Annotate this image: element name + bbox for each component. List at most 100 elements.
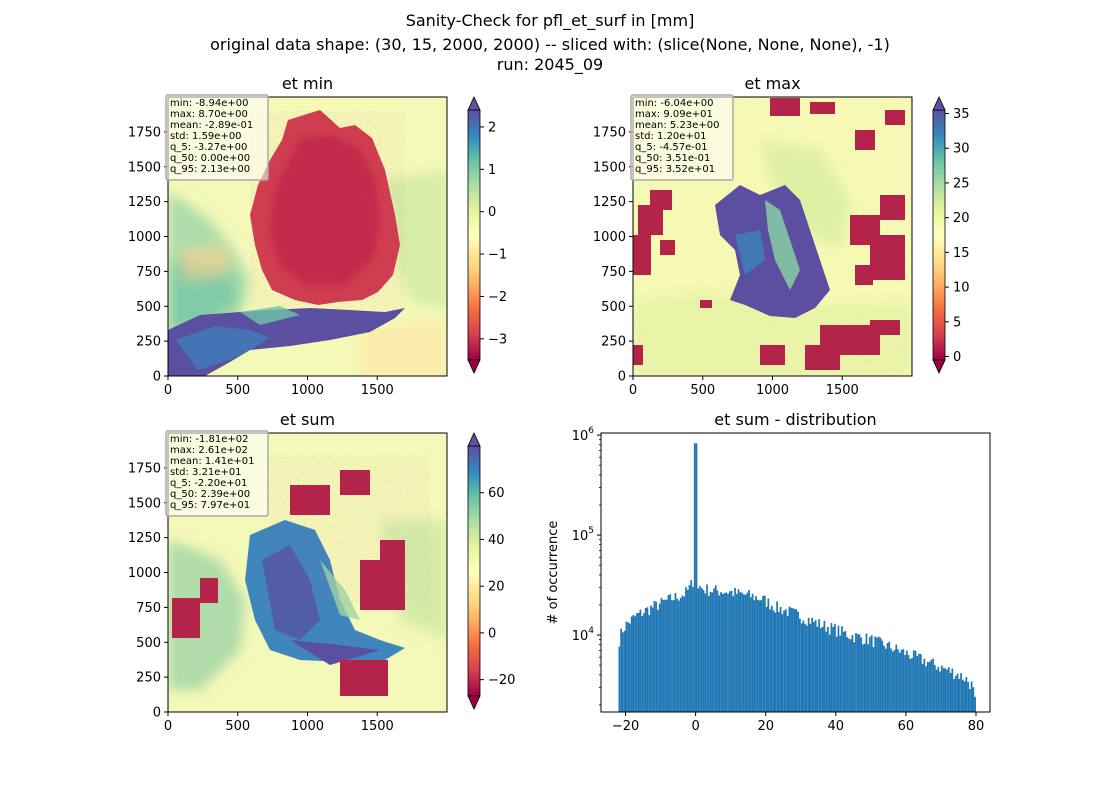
histogram-bar <box>713 588 715 712</box>
et-sum-ytick-label: 750 <box>136 601 161 616</box>
histogram-bar <box>942 668 945 712</box>
histogram-bar <box>951 668 954 712</box>
et-min-stats-box <box>165 94 269 181</box>
histogram-bar <box>720 592 722 712</box>
histogram-xtick-label: 20 <box>757 719 774 734</box>
et-min-stats-line: max: 8.70e+00 <box>170 109 248 120</box>
histogram-bar <box>790 607 792 712</box>
histogram-bar <box>791 608 794 712</box>
histogram-xtick-label: −20 <box>612 719 639 734</box>
et-min-ytick-label: 0 <box>153 370 161 385</box>
histogram-bar <box>697 588 700 712</box>
histogram-bar <box>744 594 747 712</box>
histogram-bar <box>825 631 828 712</box>
histogram-bar <box>753 600 756 712</box>
histogram-bar <box>779 606 782 712</box>
et-min-ytick-label: 750 <box>136 265 161 280</box>
histogram-bar <box>811 617 814 712</box>
et-max-ytick-label: 1250 <box>593 195 626 210</box>
histogram-bar <box>900 649 903 712</box>
histogram-bar <box>672 600 675 712</box>
et-max-ytick-label: 750 <box>601 265 626 280</box>
histogram-bar <box>935 669 938 712</box>
histogram-bar <box>828 634 831 712</box>
et-max-xtick-label: 1500 <box>826 383 859 398</box>
histogram-bar <box>721 593 724 712</box>
histogram-bar <box>683 596 686 712</box>
histogram-bar <box>725 592 728 712</box>
et-sum-map <box>168 433 447 712</box>
histogram-bar <box>797 611 800 712</box>
histogram-bar <box>786 616 789 712</box>
histogram-bar <box>967 682 969 712</box>
histogram-bar <box>961 679 964 712</box>
histogram-bar <box>625 621 628 712</box>
histogram-bar <box>741 592 743 712</box>
et-min-ytick-label: 1500 <box>128 160 161 175</box>
histogram-bar <box>686 589 689 712</box>
histogram-bar <box>739 592 742 712</box>
et-max-stats-line: max: 9.09e+01 <box>635 109 713 120</box>
et-sum-colorbar-extend-max <box>467 432 481 447</box>
histogram-bar <box>932 658 934 712</box>
histogram-bar <box>681 595 684 712</box>
et-max-colorbar-tick-label: 25 <box>953 176 970 191</box>
histogram-bar <box>727 593 729 712</box>
histogram-bar <box>784 609 787 712</box>
histogram-bar <box>886 643 889 712</box>
histogram-bar <box>921 663 924 712</box>
histogram-bar <box>806 625 808 712</box>
et-sum-colorbar <box>467 445 481 697</box>
histogram-bar <box>657 609 659 712</box>
histogram-bar <box>664 599 666 712</box>
histogram-bar <box>879 637 882 712</box>
histogram-bar <box>905 650 908 712</box>
figure-title-line-3: run: 2045_09 <box>496 55 604 74</box>
histogram-bar <box>751 593 754 712</box>
histogram-bar <box>651 607 654 712</box>
et-min-colorbar-tick-label: −2 <box>488 290 507 305</box>
et-min-colorbar-tick-label: −3 <box>488 332 507 347</box>
histogram-axes-frame <box>600 432 991 713</box>
histogram-bar <box>909 658 912 712</box>
histogram-bar <box>762 595 764 712</box>
et-min-stats-line: q_50: 0.00e+00 <box>170 153 250 164</box>
histogram-bar <box>916 655 919 712</box>
histogram-bar <box>707 595 710 712</box>
histogram-bar <box>799 618 801 712</box>
histogram-bar <box>870 635 873 712</box>
et-max-colorbar-tick-label: 20 <box>953 211 970 226</box>
histogram-bar <box>643 613 645 712</box>
histogram-bar <box>674 593 677 712</box>
et-min-colorbar-extend-min <box>467 359 481 374</box>
histogram-bar <box>702 590 705 712</box>
figure-title-line-2: original data shape: (30, 15, 2000, 2000… <box>210 35 890 54</box>
histogram-bar <box>636 613 638 712</box>
et-sum-colorbar-tick-label: 60 <box>488 486 505 501</box>
histogram-bar <box>832 626 835 712</box>
histogram-bar <box>963 681 966 712</box>
histogram-bar <box>883 645 885 712</box>
histogram-bar <box>700 588 703 712</box>
histogram-bar <box>706 584 708 712</box>
histogram-bar <box>723 593 726 712</box>
histogram-bar <box>699 585 701 712</box>
et-max-xtick-label: 500 <box>690 383 715 398</box>
histogram-bar <box>728 591 731 712</box>
histogram-bar <box>814 620 817 712</box>
et-sum-stats-line: max: 2.61e+02 <box>170 445 248 456</box>
histogram-bar <box>767 598 770 712</box>
et-max-stats-line: min: -6.04e+00 <box>635 98 714 109</box>
et-max-ytick-label: 250 <box>601 335 626 350</box>
histogram-bar <box>907 655 910 712</box>
histogram-bar <box>718 595 721 712</box>
histogram-bar <box>821 626 824 712</box>
histogram-bar <box>869 637 871 712</box>
histogram-bar <box>632 615 635 712</box>
et-max-colorbar-tick-label: 10 <box>953 281 970 296</box>
histogram-bar <box>658 603 661 712</box>
et-max-ytick-label: 1000 <box>593 230 626 245</box>
et-sum-stats-box <box>165 430 269 517</box>
histogram-bar <box>933 664 936 712</box>
